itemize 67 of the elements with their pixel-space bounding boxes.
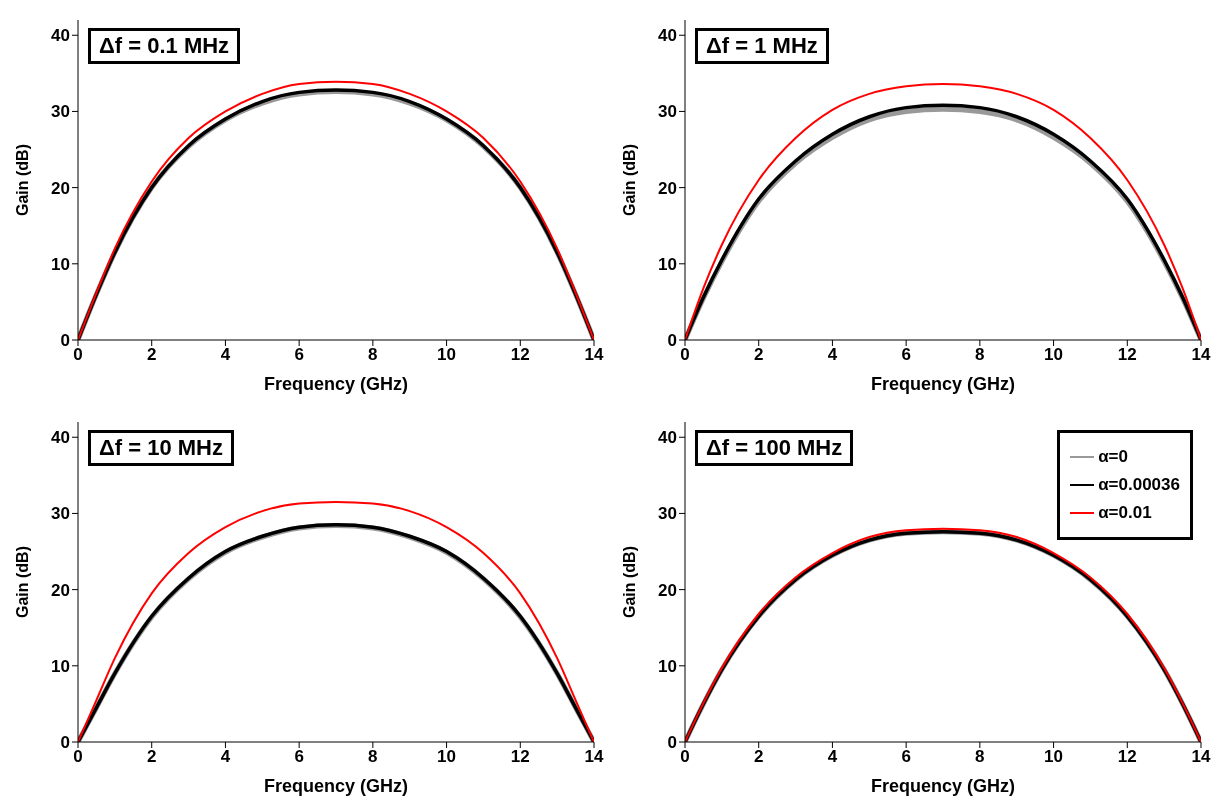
x-tick-label: 12 xyxy=(510,345,530,365)
x-tick-label: 10 xyxy=(437,747,457,767)
legend-label: α=0.00036 xyxy=(1098,475,1180,495)
y-tick-label: 30 xyxy=(51,504,70,524)
y-tick-label: 40 xyxy=(51,26,70,46)
x-tick-label: 8 xyxy=(368,345,378,365)
x-tick-label: 4 xyxy=(827,747,838,767)
y-tick-label: 40 xyxy=(658,428,677,448)
x-axis-title: Frequency (GHz) xyxy=(870,374,1016,394)
x-tick-label: 12 xyxy=(1117,345,1137,365)
text: Δf = 0.1 MHz xyxy=(88,28,241,64)
y-tick-label: 40 xyxy=(51,428,70,448)
x-tick-label: 14 xyxy=(584,747,604,767)
y-tick-label: 20 xyxy=(658,178,677,198)
x-tick-label: 12 xyxy=(510,747,530,767)
x-tick-label: 2 xyxy=(146,747,157,767)
y-tick-label: 0 xyxy=(60,733,70,753)
x-tick-label: 4 xyxy=(220,747,231,767)
x-tick-label: 2 xyxy=(753,345,764,365)
x-tick-label: 4 xyxy=(220,345,231,365)
y-tick-label: 0 xyxy=(667,331,677,351)
y-tick-label: 30 xyxy=(658,504,677,524)
text: Δf = 10 MHz xyxy=(88,430,235,466)
y-axis-title: Gain (dB) xyxy=(13,546,31,618)
x-tick-label: 8 xyxy=(975,345,985,365)
y-tick-label: 0 xyxy=(60,331,70,351)
legend-label: α=0.01 xyxy=(1098,503,1152,523)
text: Δf = 100 MHz xyxy=(695,430,854,466)
y-tick-label: 0 xyxy=(667,733,677,753)
y-tick-label: 10 xyxy=(658,254,677,274)
x-tick-label: 14 xyxy=(1191,747,1211,767)
x-tick-label: 8 xyxy=(975,747,985,767)
x-tick-label: 8 xyxy=(368,747,378,767)
x-tick-label: 10 xyxy=(437,345,457,365)
y-tick-label: 40 xyxy=(658,26,677,46)
y-tick-label: 10 xyxy=(51,656,70,676)
legend-label: α=0 xyxy=(1098,447,1128,467)
x-tick-label: 2 xyxy=(753,747,764,767)
x-axis-title: Frequency (GHz) xyxy=(263,776,409,796)
text: Δf = 1 MHz xyxy=(695,28,829,64)
x-tick-label: 6 xyxy=(294,345,304,365)
y-tick-label: 30 xyxy=(51,102,70,122)
x-tick-label: 6 xyxy=(901,747,911,767)
x-tick-label: 6 xyxy=(901,345,911,365)
y-tick-label: 20 xyxy=(658,580,677,600)
x-tick-label: 4 xyxy=(827,345,838,365)
y-tick-label: 20 xyxy=(51,580,70,600)
x-axis-title: Frequency (GHz) xyxy=(263,374,409,394)
x-tick-label: 14 xyxy=(1191,345,1211,365)
x-tick-label: 0 xyxy=(73,345,83,365)
x-tick-label: 2 xyxy=(146,345,157,365)
x-tick-label: 6 xyxy=(294,747,304,767)
y-axis-title: Gain (dB) xyxy=(620,144,638,216)
y-axis-title: Gain (dB) xyxy=(620,546,638,618)
y-tick-label: 10 xyxy=(658,656,677,676)
x-tick-label: 0 xyxy=(680,747,690,767)
y-axis-title: Gain (dB) xyxy=(13,144,31,216)
y-tick-label: 30 xyxy=(658,102,677,122)
x-tick-label: 12 xyxy=(1117,747,1137,767)
y-tick-label: 10 xyxy=(51,254,70,274)
x-tick-label: 14 xyxy=(584,345,604,365)
x-tick-label: 10 xyxy=(1044,345,1064,365)
x-tick-label: 10 xyxy=(1044,747,1064,767)
x-tick-label: 0 xyxy=(680,345,690,365)
x-axis-title: Frequency (GHz) xyxy=(870,776,1016,796)
y-tick-label: 20 xyxy=(51,178,70,198)
x-tick-label: 0 xyxy=(73,747,83,767)
